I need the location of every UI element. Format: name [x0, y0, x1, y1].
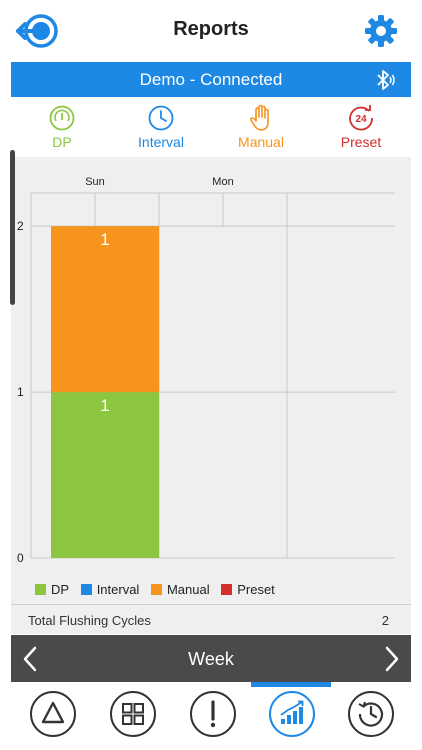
mode-preset[interactable]: 24 Preset: [311, 102, 411, 156]
back-button[interactable]: [14, 12, 60, 50]
hand-icon: [250, 104, 269, 131]
nav-history-button[interactable]: [348, 691, 394, 737]
legend-item-interval: Interval: [80, 582, 140, 597]
bar-segment-dp: [51, 392, 159, 558]
page-title: Reports: [173, 18, 249, 40]
x-tick-label: Mon: [212, 176, 233, 188]
legend-label-dp: DP: [51, 582, 70, 597]
chevron-right-icon[interactable]: [381, 645, 403, 673]
preset-24-icon: 24: [349, 105, 373, 131]
chart-legend: DP Interval Manual Preset: [35, 582, 283, 600]
chevron-left-icon[interactable]: [19, 645, 41, 673]
clock-icon: [148, 105, 174, 131]
chart-panel: 0 1 2 Sun Mon 1 1 DP Interval Manual Preset: [11, 157, 411, 604]
mode-preset-label: Preset: [340, 134, 382, 150]
drawer-handle[interactable]: [10, 150, 15, 305]
mode-dp-label: DP: [52, 134, 72, 150]
y-tick-label: 1: [17, 385, 24, 399]
mode-dp[interactable]: DP: [12, 102, 112, 156]
gear-icon: [365, 15, 397, 47]
mode-manual-label: Manual: [238, 134, 284, 150]
mode-filter-row: DP Interval Manual 24 Preset: [0, 102, 422, 156]
totals-row: Total Flushing Cycles 2: [11, 604, 411, 634]
exclamation-icon: [210, 700, 216, 728]
nav-reports-button[interactable]: [269, 691, 315, 737]
flushing-cycles-chart: 0 1 2 Sun Mon 1 1: [17, 176, 395, 565]
svg-text:24: 24: [355, 114, 367, 125]
period-selector: Week: [11, 635, 411, 682]
bar-segment-manual: [51, 226, 159, 393]
y-tick-label: 0: [17, 551, 24, 565]
connection-status-text: Demo - Connected: [139, 70, 283, 89]
legend-item-dp: DP: [35, 582, 69, 597]
nav-dashboard-button[interactable]: [110, 691, 156, 737]
connection-status-bar: Demo - Connected: [11, 62, 411, 97]
bar-value-label: 1: [100, 230, 109, 249]
total-flushing-cycles-value: 2: [381, 613, 389, 628]
bar-value-label: 1: [100, 396, 109, 415]
legend-swatch-dp: [35, 584, 46, 595]
mode-interval[interactable]: Interval: [111, 102, 211, 156]
legend-label-preset: Preset: [237, 582, 275, 597]
warning-triangle-icon: [41, 701, 65, 724]
grid-icon: [122, 703, 144, 725]
reports-chart-icon: [280, 700, 304, 724]
y-tick-label: 2: [17, 219, 24, 233]
back-arrow-icon: [16, 14, 58, 48]
active-tab-indicator: [251, 682, 331, 687]
history-clock-icon: [358, 701, 384, 727]
period-label: Week: [188, 649, 234, 669]
legend-swatch-manual: [150, 584, 162, 595]
total-flushing-cycles-label: Total Flushing Cycles: [28, 613, 151, 628]
gauge-icon: [49, 105, 75, 131]
app-header: Reports: [0, 0, 422, 62]
x-tick-label: Sun: [85, 176, 105, 188]
nav-alarms-button[interactable]: [30, 691, 76, 737]
mode-interval-label: Interval: [138, 134, 184, 150]
legend-item-preset: Preset: [221, 582, 275, 597]
legend-item-manual: Manual: [150, 582, 210, 597]
bluetooth-icon: [377, 70, 395, 90]
mode-manual[interactable]: Manual: [211, 102, 311, 156]
legend-label-manual: Manual: [166, 582, 210, 597]
legend-label-interval: Interval: [96, 582, 140, 597]
legend-swatch-preset: [221, 584, 233, 595]
legend-swatch-interval: [80, 584, 92, 595]
settings-button[interactable]: [362, 12, 400, 50]
bottom-navigation: [0, 688, 422, 750]
nav-alerts-button[interactable]: [190, 691, 236, 737]
